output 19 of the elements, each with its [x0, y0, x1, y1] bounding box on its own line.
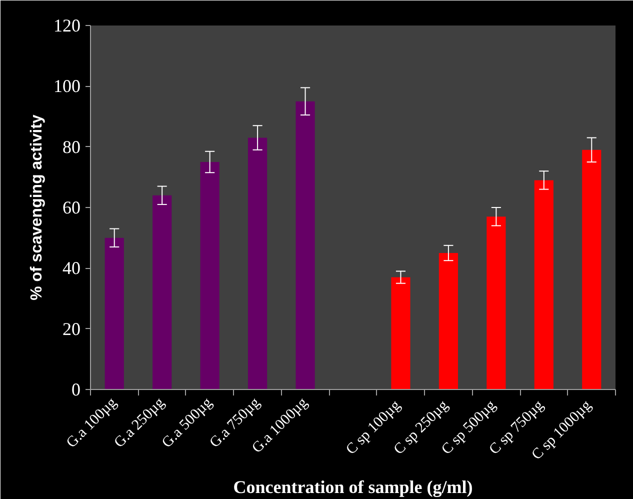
bar [391, 277, 410, 390]
x-axis-title: Concentration of sample (g/ml) [233, 476, 473, 497]
y-tick-label: 120 [54, 16, 80, 36]
y-tick-label: 60 [62, 198, 80, 218]
bar [486, 216, 506, 390]
y-tick-label: 20 [62, 318, 80, 339]
bar [534, 180, 554, 390]
bar [296, 101, 315, 390]
y-tick-label: 80 [62, 136, 80, 157]
bar [200, 162, 220, 390]
bar [582, 150, 602, 390]
y-tick-label: 40 [62, 258, 80, 278]
y-axis-title: % of scavenging activity [28, 114, 46, 300]
bar [152, 195, 172, 390]
y-tick-label: 100 [54, 76, 80, 96]
y-tick-label: 0 [72, 380, 80, 400]
bar [438, 253, 458, 390]
bar [104, 238, 124, 390]
bar [248, 138, 268, 390]
